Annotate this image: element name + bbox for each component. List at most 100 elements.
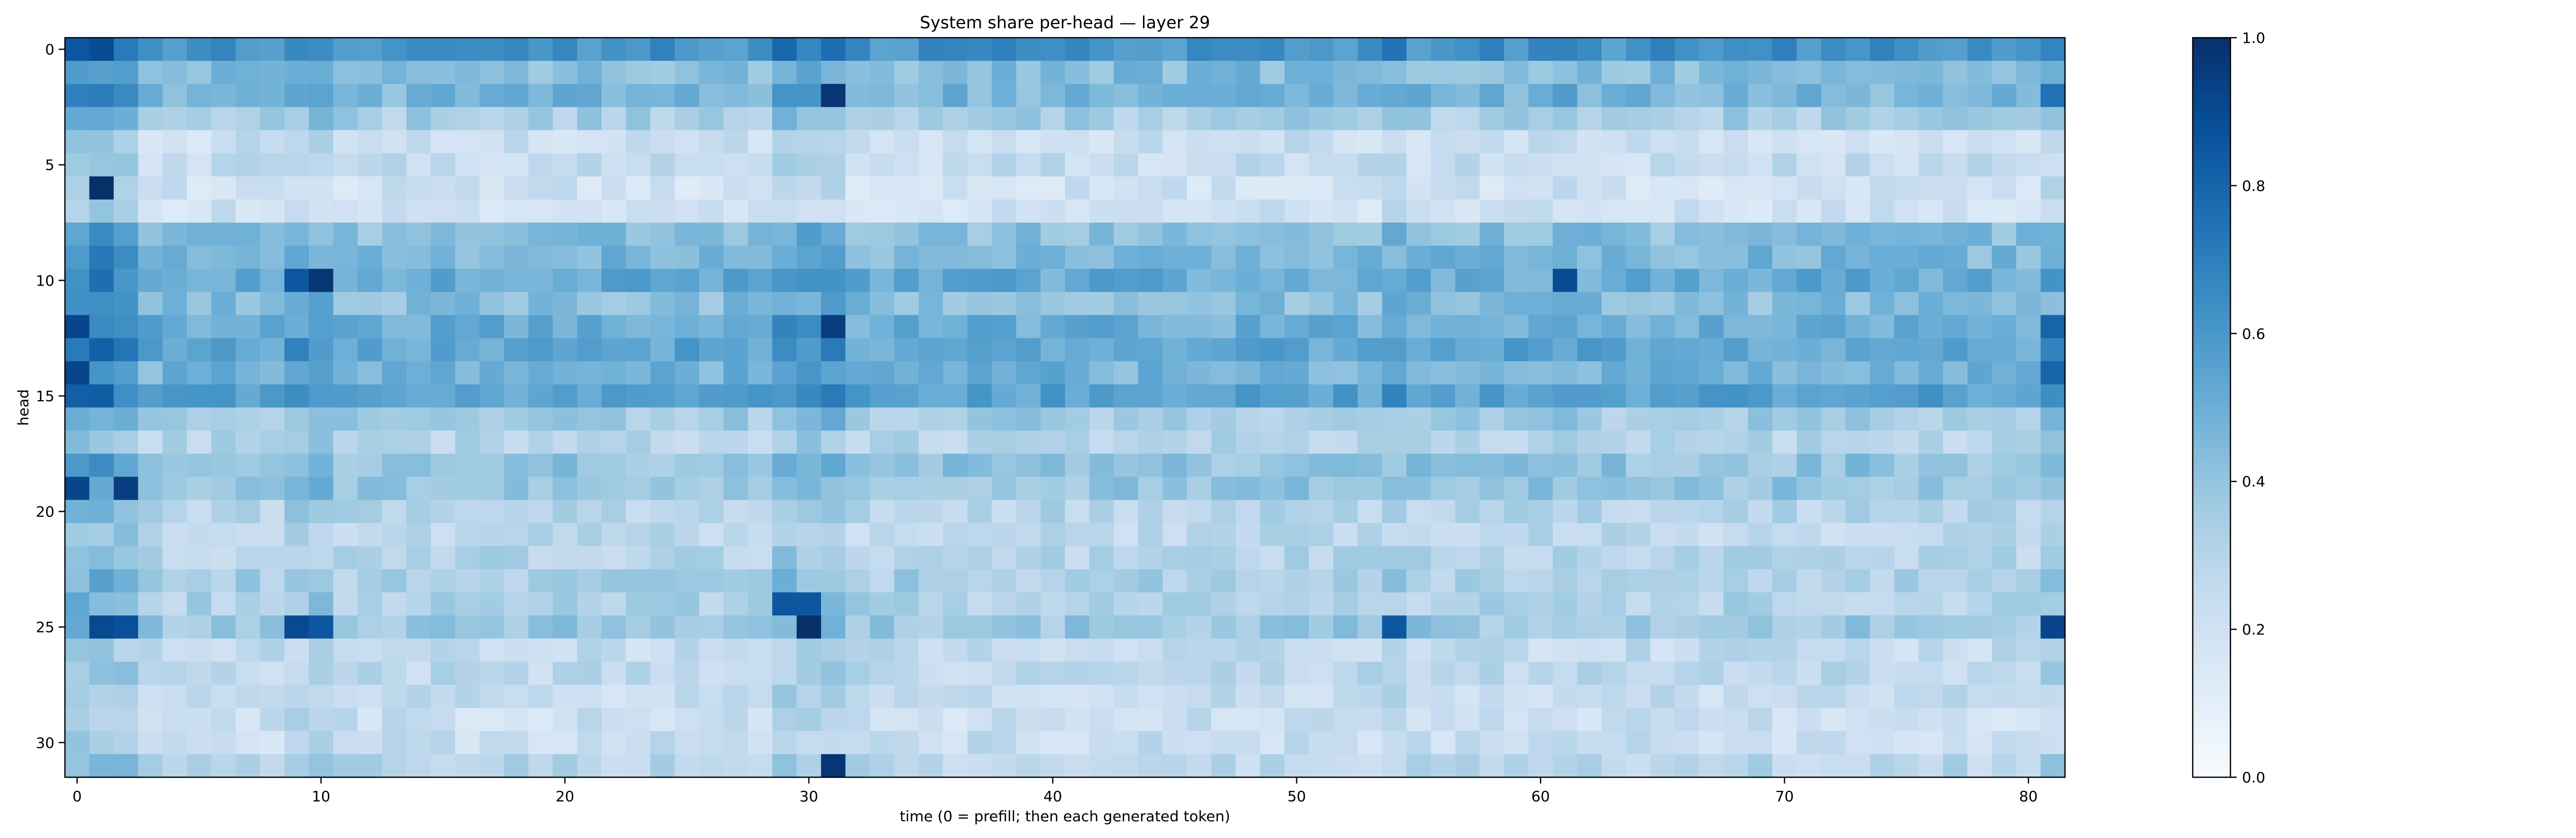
heatmap-cell [1358,223,1383,246]
heatmap-cell [333,61,358,84]
heatmap-cell [1406,199,1431,223]
heatmap-cell [333,176,358,200]
heatmap-cell [1479,500,1505,524]
heatmap-cell [1552,153,1578,177]
heatmap-cell [1186,661,1212,686]
heatmap-cell [1894,61,1919,84]
heatmap-cell [308,615,334,639]
heatmap-cell [992,731,1017,755]
heatmap-cell [1260,731,1285,755]
heatmap-cell [358,661,383,686]
heatmap-cell [114,754,139,778]
heatmap-cell [1089,246,1114,269]
heatmap-cell [772,315,797,339]
heatmap-cell [1089,546,1114,570]
heatmap-cell [1065,361,1090,385]
heatmap-cell [1382,454,1407,477]
heatmap-cell [1211,661,1236,686]
heatmap-cell [1650,661,1675,686]
heatmap-cell [674,477,699,501]
heatmap-cell [1870,199,1895,223]
heatmap-cell [114,477,139,501]
heatmap-cell [65,223,90,246]
heatmap-cell [2040,661,2066,686]
heatmap-cell [1967,176,1992,200]
heatmap-cell [333,223,358,246]
heatmap-cell [308,315,334,339]
heatmap-cell [1674,361,1700,385]
heatmap-cell [138,708,163,732]
heatmap-cell [1455,176,1480,200]
heatmap-cell [626,615,651,639]
heatmap-cell [870,731,895,755]
heatmap-cell [845,130,870,154]
heatmap-cell [1723,661,1748,686]
heatmap-cell [1894,176,1919,200]
heatmap-cell [260,292,285,316]
heatmap-cell [1821,384,1846,408]
heatmap-cell [1601,708,1627,732]
heatmap-cell [577,246,602,269]
heatmap-cell [699,454,724,477]
heatmap-cell [1065,523,1090,547]
heatmap-cell [552,84,578,107]
heatmap-cell [650,315,675,339]
heatmap-cell [1430,315,1456,339]
colorbar-tick-label: 0.2 [2242,621,2266,638]
heatmap-cell [650,361,675,385]
heatmap-cell [1674,384,1700,408]
heatmap-cell [2040,569,2066,593]
heatmap-cell [138,523,163,547]
heatmap-cell [89,708,114,732]
heatmap-cell [1943,592,1968,616]
heatmap-cell [1796,246,1822,269]
heatmap-cell [1065,176,1090,200]
heatmap-cell [1138,315,1163,339]
heatmap-cell [1162,685,1187,709]
heatmap-cell [1918,107,1944,131]
heatmap-cell [1918,38,1944,61]
heatmap-cell [918,107,943,131]
heatmap-cell [1894,454,1919,477]
heatmap-cell [552,431,578,454]
heatmap-cell [1845,246,1870,269]
heatmap-cell [1821,315,1846,339]
heatmap-cell [1796,153,1822,177]
heatmap-cell [308,546,334,570]
heatmap-cell [870,84,895,107]
heatmap-cell [1284,38,1309,61]
heatmap-cell [772,615,797,639]
heatmap-cell [650,384,675,408]
heatmap-cell [455,84,480,107]
heatmap-cell [967,199,992,223]
heatmap-cell [406,107,431,131]
heatmap-cell [1821,38,1846,61]
heatmap-cell [1870,176,1895,200]
heatmap-cell [308,523,334,547]
heatmap-cell [1260,338,1285,362]
heatmap-cell [1504,84,1529,107]
heatmap-cell [943,361,968,385]
heatmap-cell [1382,731,1407,755]
heatmap-cell [796,685,821,709]
heatmap-cell [845,153,870,177]
heatmap-cell [1577,592,1602,616]
heatmap-cell [1138,708,1163,732]
heatmap-cell [186,569,212,593]
heatmap-cell [1358,199,1383,223]
heatmap-cell [528,569,553,593]
heatmap-cell [1406,454,1431,477]
heatmap-cell [1138,269,1163,292]
heatmap-cell [1382,685,1407,709]
heatmap-cell [650,199,675,223]
heatmap-cell [1723,61,1748,84]
heatmap-cell [1601,84,1627,107]
heatmap-cell [1284,592,1309,616]
heatmap-cell [528,615,553,639]
heatmap-cell [748,615,773,639]
heatmap-cell [699,477,724,501]
heatmap-cell [1430,223,1456,246]
colorbar-tick-label: 0.6 [2242,325,2266,343]
heatmap-cell [1723,477,1748,501]
heatmap-cell [1918,199,1944,223]
